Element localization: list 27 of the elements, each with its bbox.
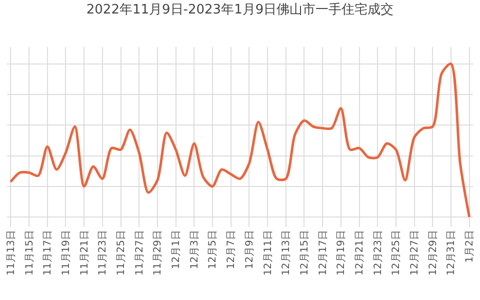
x-tick-label: 12月11日 [262, 230, 274, 276]
x-tick-label: 12月15日 [299, 230, 310, 276]
x-tick-label: 12月9日 [244, 230, 256, 270]
x-tick-label: 12月25日 [391, 230, 402, 276]
x-tick-label: 12月3日 [189, 230, 200, 270]
x-tick-label: 11月15日 [24, 230, 36, 276]
x-tick-label: 11月29日 [152, 230, 164, 276]
x-tick-label: 12月29日 [428, 230, 439, 276]
x-tick-label: 12月27日 [410, 230, 421, 276]
x-tick-label: 12月17日 [318, 230, 329, 276]
x-tick-label: 11月23日 [98, 230, 109, 276]
x-tick-label: 12月23日 [372, 230, 384, 276]
x-tick-label: 12月13日 [281, 230, 292, 276]
x-tick-label: 11月25日 [116, 230, 127, 276]
x-tick-label: 11月17日 [42, 230, 54, 276]
x-tick-label: 12月19日 [336, 230, 348, 276]
x-tick-label: 12月21日 [354, 230, 366, 276]
x-tick-label: 11月19日 [60, 230, 72, 276]
x-tick-label: 11月21日 [79, 230, 90, 276]
x-tick-label: 12月7日 [226, 230, 238, 270]
x-tick-label: 12月5日 [208, 230, 219, 270]
x-tick-label: 12月31日 [446, 230, 458, 276]
chart-title: 2022年11月9日-2023年1月9日佛山市一手住宅成交 [86, 2, 394, 18]
x-tick-label: 11月27日 [134, 230, 146, 276]
x-tick-label: 11月13日 [6, 230, 17, 276]
x-tick-label: 12月1日 [171, 230, 182, 270]
x-tick-label: 1月2日 [464, 230, 476, 263]
